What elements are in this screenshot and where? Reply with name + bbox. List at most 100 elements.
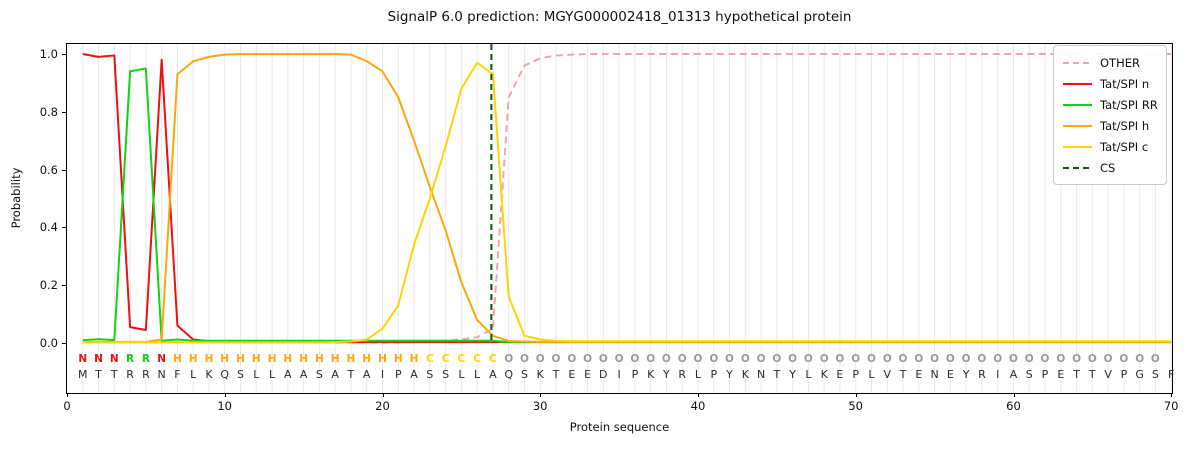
region-letter: O <box>930 353 940 365</box>
residue-letter: N <box>930 368 939 381</box>
residue-letter: L <box>694 368 702 381</box>
residue-letter: A <box>284 368 292 381</box>
region-letter: O <box>693 353 703 365</box>
region-letter: O <box>1009 353 1018 365</box>
region-letter: O <box>1150 353 1160 365</box>
residue-letter: L <box>868 368 875 381</box>
region-letter: O <box>882 353 892 365</box>
y-tick-label: 0.0 <box>39 336 58 350</box>
legend-label: Tat/SPI RR <box>1100 97 1158 112</box>
y-tick-label: 1.0 <box>39 47 58 61</box>
region-letter: O <box>756 353 766 365</box>
residue-letter: D <box>599 368 608 381</box>
region-letter: H <box>330 353 340 365</box>
region-letter: O <box>961 353 971 365</box>
region-letter: N <box>94 353 103 365</box>
residue-letter: E <box>946 368 954 381</box>
residue-letter: P <box>631 368 639 381</box>
region-letter: H <box>236 353 245 365</box>
residue-letter: F <box>1168 368 1175 381</box>
region-letter: O <box>598 353 608 365</box>
residue-letter: E <box>584 368 592 381</box>
legend-item-tat-spi-c: Tat/SPI c <box>1063 136 1166 157</box>
residue-letter: L <box>474 368 481 381</box>
legend-item-cs: CS <box>1063 157 1166 178</box>
region-letter: H <box>314 353 324 365</box>
chart-title: SignalP 6.0 prediction: MGYG000002418_01… <box>387 9 852 25</box>
region-letter: O <box>583 353 593 365</box>
y-tick-mark <box>62 169 66 171</box>
y-axis-label: Probability <box>9 167 23 229</box>
region-letter: O <box>788 353 798 365</box>
y-tick-label: 0.4 <box>39 220 58 235</box>
region-letter: O <box>1040 353 1050 365</box>
residue-letter: V <box>883 368 892 381</box>
residue-letter: T <box>552 368 560 381</box>
residue-letter: Q <box>220 368 230 381</box>
x-tick-label: 60 <box>1006 399 1021 413</box>
region-letter: O <box>504 353 514 365</box>
legend: OTHER Tat/SPI n Tat/SPI RR Tat/SPI h Tat/SPI… <box>1053 45 1167 185</box>
y-tick-label: 0.8 <box>39 104 58 119</box>
region-letter: O <box>1024 353 1034 365</box>
legend-line-sample <box>1063 124 1092 127</box>
residue-letter: R <box>142 368 150 381</box>
region-letter: H <box>378 353 387 365</box>
legend-line-sample <box>1063 103 1092 106</box>
region-letter: O <box>867 353 876 365</box>
residue-letter: R <box>126 368 134 381</box>
region-letter: O <box>725 353 734 365</box>
x-tick-label: 20 <box>375 399 390 413</box>
region-letter: O <box>1087 353 1097 365</box>
residue-letter: Q <box>504 368 514 381</box>
region-letter: O <box>898 353 908 365</box>
residue-letter: Y <box>789 368 796 381</box>
series-tat-spi-rr <box>82 67 1172 344</box>
region-letter: O <box>1119 353 1129 365</box>
region-letter: R <box>141 353 150 365</box>
legend-label: Tat/SPI h <box>1100 118 1150 133</box>
y-tick-mark <box>62 343 66 344</box>
region-letter: O <box>614 353 624 365</box>
residue-letter: T <box>1088 368 1096 381</box>
region-letter: O <box>567 353 577 365</box>
residue-letter: A <box>362 368 371 381</box>
residue-letter: A <box>299 368 308 381</box>
region-letter: H <box>362 353 372 365</box>
region-letter: O <box>1072 353 1082 365</box>
residue-letter: K <box>205 368 213 381</box>
residue-letter: L <box>805 368 812 381</box>
region-letter: O <box>945 353 955 365</box>
residue-letter: I <box>996 368 1000 381</box>
residue-letter: I <box>617 368 621 381</box>
region-letter: O <box>977 353 987 365</box>
region-letter: O <box>535 353 545 365</box>
region-letter: O <box>740 353 750 365</box>
residue-letter: A <box>331 368 339 381</box>
series-tat-spi-c <box>82 61 1172 344</box>
x-axis-label: Protein sequence <box>569 420 670 434</box>
y-tick-mark <box>62 227 66 229</box>
residue-letter: R <box>678 368 687 381</box>
x-tick-label: 70 <box>1163 399 1179 413</box>
legend-line-sample <box>1063 82 1092 85</box>
x-tick-label: 40 <box>690 399 706 413</box>
legend-line-sample <box>1063 145 1092 148</box>
x-tick-label: 0 <box>63 399 71 413</box>
residue-letter: G <box>1135 368 1144 381</box>
legend-label: Tat/SPI n <box>1100 76 1150 91</box>
region-letter: O <box>993 353 1003 365</box>
residue-letter: P <box>710 368 718 381</box>
legend-item-tat-spi-h: Tat/SPI h <box>1063 115 1166 136</box>
x-tick-mark <box>855 393 857 397</box>
region-letter: H <box>393 353 403 365</box>
series-tat-spi-h <box>82 53 1172 344</box>
residue-letter: S <box>442 368 450 381</box>
residue-letter: N <box>756 368 766 381</box>
region-letter: C <box>425 353 434 365</box>
region-letter: O <box>630 353 640 365</box>
residue-letter: T <box>347 368 355 381</box>
legend-item-tat-spi-n: Tat/SPI n <box>1063 73 1166 94</box>
residue-letter: V <box>1104 368 1112 381</box>
